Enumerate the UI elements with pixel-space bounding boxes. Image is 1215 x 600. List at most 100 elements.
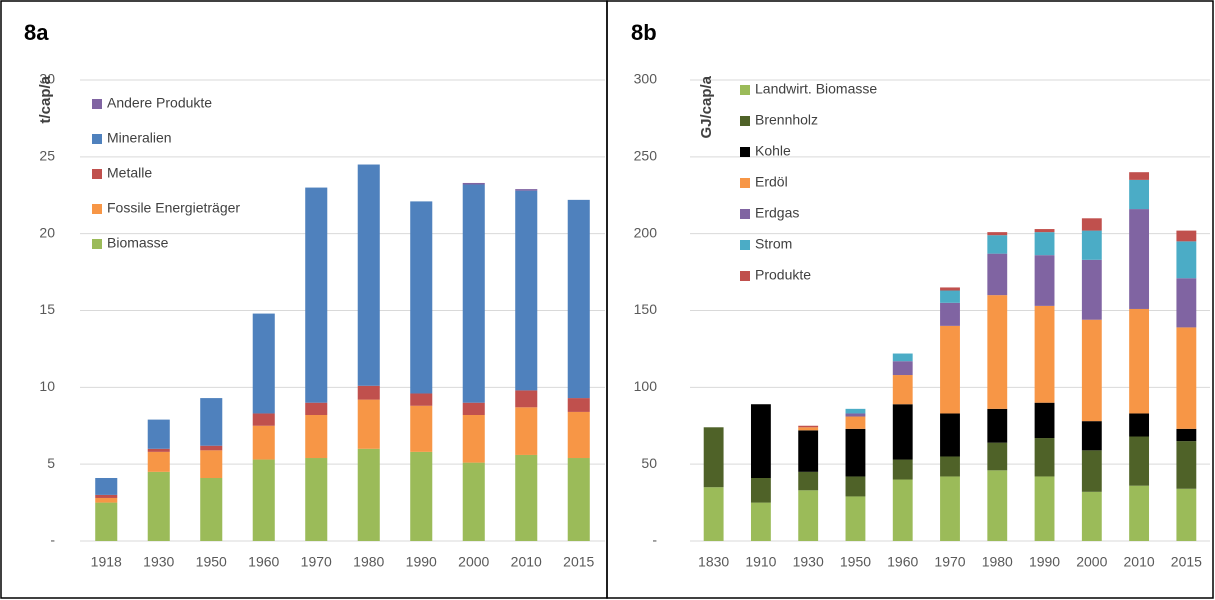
bar-segment: [940, 287, 960, 291]
x-tick-label: 2010: [511, 554, 542, 570]
chart-title: 8a: [24, 20, 49, 45]
bar-segment: [305, 414, 328, 459]
bar-segment: [567, 458, 590, 541]
bar-segment: [892, 479, 913, 541]
bar-segment: [252, 459, 275, 541]
bar-segment: [147, 419, 170, 449]
bar-segment: [1176, 488, 1197, 541]
y-axis-label: GJ/cap/a: [698, 75, 715, 138]
bar-segment: [200, 445, 223, 451]
bar-segment: [845, 476, 866, 497]
bar-segment: [1129, 308, 1150, 414]
bar-segment: [892, 361, 913, 376]
legend-label: Metalle: [107, 165, 152, 181]
legend-swatch: [740, 240, 750, 250]
y-tick-label: 30: [39, 71, 55, 87]
bar-segment: [892, 353, 913, 362]
bar-segment: [940, 302, 960, 326]
x-tick-label: 1930: [793, 554, 824, 570]
bar-segment: [1129, 436, 1150, 486]
legend-swatch: [740, 178, 750, 188]
legend-label: Fossile Energieträger: [107, 200, 240, 216]
x-tick-label: 1960: [887, 554, 918, 570]
bar-segment: [147, 448, 170, 452]
bar-segment: [1081, 218, 1102, 231]
bar-segment: [845, 413, 866, 417]
y-tick-label: 20: [39, 224, 55, 240]
bar-segment: [940, 476, 960, 541]
legend-swatch: [92, 134, 102, 144]
x-tick-label: 1970: [934, 554, 965, 570]
bar-segment: [892, 459, 913, 480]
bar-segment: [305, 187, 328, 403]
x-tick-label: 1950: [840, 554, 871, 570]
bar-segment: [892, 375, 913, 405]
bar-segment: [1176, 230, 1197, 242]
bar-segment: [410, 201, 433, 394]
x-tick-label: 1990: [406, 554, 437, 570]
bar-segment: [305, 402, 328, 415]
bar-segment: [567, 411, 590, 459]
chart-title: 8b: [631, 20, 657, 45]
bar-segment: [1129, 485, 1150, 541]
bar-segment: [200, 477, 223, 541]
x-tick-label: 2000: [1076, 554, 1107, 570]
bar-segment: [462, 182, 485, 185]
legend-swatch: [740, 147, 750, 157]
bar-segment: [1129, 172, 1150, 180]
bar-segment: [940, 413, 960, 457]
bar-segment: [462, 184, 485, 403]
bar-segment: [252, 425, 275, 460]
bar-segment: [1034, 476, 1055, 541]
legend-swatch: [740, 116, 750, 126]
x-tick-label: 2010: [1124, 554, 1155, 570]
bar-segment: [252, 313, 275, 414]
bar-segment: [1176, 327, 1197, 429]
bar-segment: [845, 416, 866, 429]
x-tick-label: 1980: [982, 554, 1013, 570]
bar-segment: [798, 471, 819, 491]
bar-segment: [252, 413, 275, 426]
y-tick-label: 250: [634, 148, 658, 164]
bar-segment: [462, 414, 485, 463]
legend-swatch: [740, 85, 750, 95]
bar-segment: [987, 253, 1008, 296]
x-tick-label: 1910: [745, 554, 776, 570]
bar-segment: [1034, 229, 1055, 233]
x-tick-label: 1960: [248, 554, 279, 570]
bar-segment: [750, 502, 771, 541]
x-tick-label: 2015: [1171, 554, 1202, 570]
legend-label: Biomasse: [107, 235, 169, 251]
bar-segment: [410, 405, 433, 452]
y-tick-label: 150: [634, 301, 658, 317]
y-axis-label: t/cap/a: [37, 75, 54, 123]
y-tick-label: 5: [47, 455, 55, 471]
x-tick-label: 1830: [698, 554, 729, 570]
bar-segment: [845, 408, 866, 414]
bar-segment: [410, 393, 433, 406]
legend-label: Strom: [755, 236, 792, 252]
bar-segment: [1081, 259, 1102, 320]
legend-label: Andere Produkte: [107, 95, 212, 111]
y-tick-label: -: [50, 532, 55, 548]
x-tick-label: 1970: [301, 554, 332, 570]
legend-label: Produkte: [755, 267, 811, 283]
legend-label: Kohle: [755, 143, 791, 159]
legend-label: Brennholz: [755, 112, 818, 128]
bar-segment: [987, 442, 1008, 471]
bar-segment: [515, 390, 538, 408]
bar-segment: [1034, 402, 1055, 439]
x-tick-label: 2000: [458, 554, 489, 570]
bar-segment: [940, 456, 960, 477]
bar-segment: [1081, 450, 1102, 492]
y-tick-label: -: [652, 532, 657, 548]
bar-segment: [357, 448, 380, 541]
bar-segment: [1034, 305, 1055, 403]
bar-segment: [515, 189, 538, 191]
bar-segment: [147, 451, 170, 472]
bar-segment: [95, 477, 118, 495]
x-tick-label: 1980: [353, 554, 384, 570]
x-tick-label: 2015: [563, 554, 594, 570]
bar-segment: [357, 399, 380, 449]
